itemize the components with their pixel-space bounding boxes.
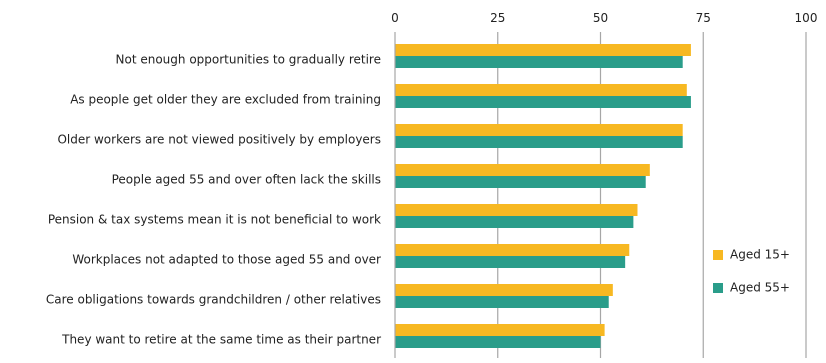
x-tick-label: 100 [795,11,818,25]
x-tick-label: 25 [490,11,505,25]
bar-aged-55-plus-0 [395,56,683,68]
legend-swatch-aged-15-plus [713,250,723,260]
bar-aged-55-plus-2 [395,136,683,148]
bar-aged-55-plus-6 [395,296,609,308]
bars [395,44,691,348]
gridlines [497,32,807,358]
bar-aged-55-plus-3 [395,176,646,188]
bar-aged-15-plus-2 [395,124,683,136]
category-label: Older workers are not viewed positively … [57,133,381,147]
category-label: As people get older they are excluded fr… [70,93,381,107]
bar-aged-55-plus-4 [395,216,634,228]
legend: Aged 15+ Aged 55+ [713,248,790,295]
category-label: People aged 55 and over often lack the s… [112,173,381,187]
bar-aged-15-plus-1 [395,84,687,96]
bar-aged-15-plus-7 [395,324,605,336]
x-tick-label: 75 [696,11,711,25]
bar-aged-15-plus-0 [395,44,691,56]
legend-label: Aged 55+ [730,281,790,295]
category-label: Care obligations towards grandchildren /… [46,293,381,307]
category-label: Pension & tax systems mean it is not ben… [48,213,381,227]
bar-aged-15-plus-3 [395,164,650,176]
bar-aged-55-plus-5 [395,256,626,268]
x-axis-ticks: 0 25 50 75 100 [391,11,817,25]
bar-aged-15-plus-4 [395,204,638,216]
category-label: They want to retire at the same time as … [61,333,381,347]
x-tick-label: 0 [391,11,399,25]
bar-aged-15-plus-5 [395,244,630,256]
bar-aged-55-plus-1 [395,96,691,108]
category-label: Not enough opportunities to gradually re… [116,53,381,67]
category-labels: Not enough opportunities to gradually re… [46,53,381,347]
x-tick-label: 50 [593,11,608,25]
bar-aged-55-plus-7 [395,336,601,348]
bar-aged-15-plus-6 [395,284,613,296]
legend-swatch-aged-55-plus [713,283,723,293]
category-label: Workplaces not adapted to those aged 55 … [72,253,381,267]
legend-label: Aged 15+ [730,248,790,262]
